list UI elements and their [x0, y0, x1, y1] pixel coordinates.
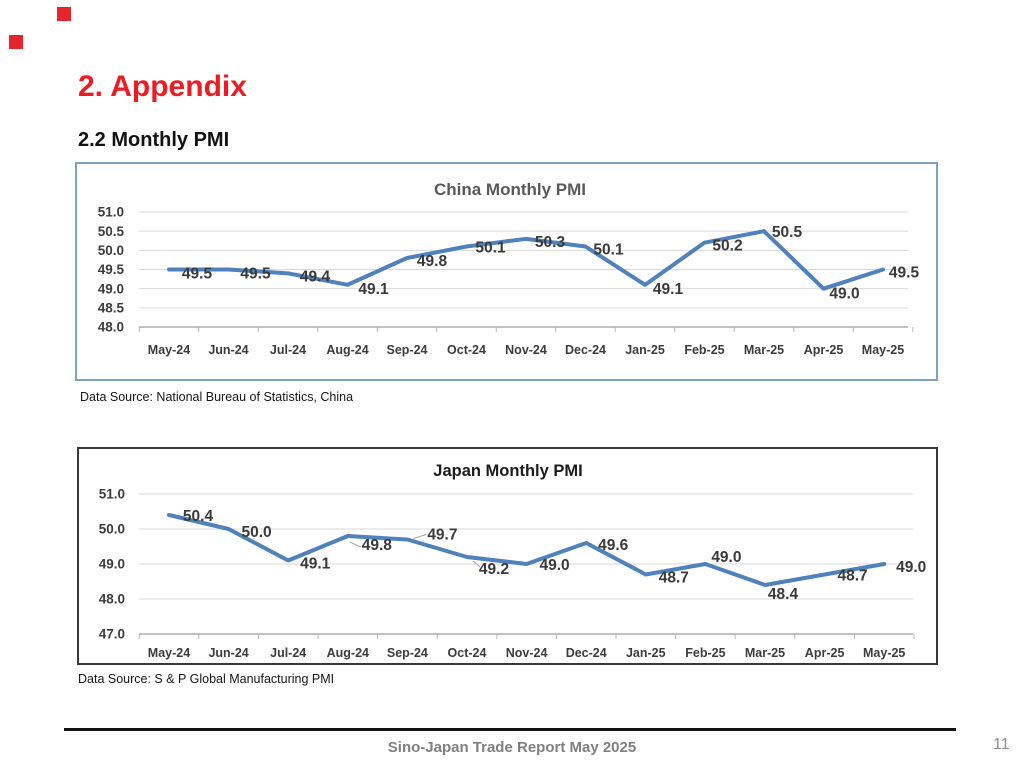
x-axis-month-label: Feb-25: [684, 343, 724, 357]
china-pmi-series-line: [167, 229, 885, 291]
japan-pmi-series-line: [167, 513, 887, 587]
y-axis-tick-label: 48.5: [98, 300, 125, 315]
y-axis-tick-label: 50.5: [98, 224, 125, 239]
chart-title: China Monthly PMI: [434, 180, 586, 199]
subsection-heading: 2.2 Monthly PMI: [78, 129, 230, 151]
data-point-label: 50.4: [183, 508, 214, 525]
y-axis-tick-label: 51.0: [98, 205, 124, 220]
data-point-label: 49.0: [896, 559, 926, 576]
x-axis-month-label: Sep-24: [387, 646, 428, 660]
x-axis-month-label: Mar-25: [745, 646, 785, 660]
data-point-label: 48.7: [659, 570, 689, 587]
x-axis-month-label: Jan-25: [625, 343, 665, 357]
x-axis-month-label: Nov-24: [505, 343, 547, 357]
x-axis-month-label: Apr-25: [805, 646, 845, 660]
y-axis-tick-label: 48.0: [98, 320, 124, 335]
data-point-label: 50.1: [593, 241, 624, 258]
data-point-label: 49.1: [358, 281, 389, 298]
x-axis-month-label: Apr-25: [804, 343, 844, 357]
y-axis-tick-label: 49.0: [99, 557, 125, 572]
page-number: 11: [993, 736, 1010, 753]
y-axis-tick-label: 47.0: [99, 627, 125, 642]
japan-pmi-chart: 51.0 50.0 49.0 48.0 47.0 May-24 Jun-24 Jul-24 Au…: [77, 447, 938, 665]
china-pmi-chart: 51.0 50.5 50.0 49.5 49.0 48.5 48.0 May-24 Jun-24…: [75, 162, 938, 381]
x-axis-month-label: Nov-24: [506, 646, 548, 660]
data-point-label: 49.0: [540, 557, 570, 574]
x-axis-month-label: Dec-24: [566, 646, 607, 660]
data-point-label: 50.0: [242, 524, 272, 541]
section-heading: 2. Appendix: [78, 70, 247, 103]
y-axis-tick-label: 49.5: [98, 262, 125, 277]
data-label-leader-line: [349, 541, 362, 548]
data-point-label: 49.8: [417, 253, 448, 270]
x-axis-month-label: Jun-24: [208, 343, 248, 357]
y-axis-tick-label: 50.0: [98, 243, 124, 258]
y-axis-tick-label: 50.0: [99, 522, 125, 537]
data-point-label: 48.4: [768, 586, 799, 603]
data-point-label: 49.5: [240, 265, 271, 282]
x-axis-month-label: Dec-24: [565, 343, 606, 357]
data-point-label: 49.5: [889, 264, 920, 281]
china-pmi-chart-canvas: 51.0 50.5 50.0 49.5 49.0 48.5 48.0 May-24 Jun-24…: [98, 180, 920, 357]
data-point-label: 49.4: [300, 268, 331, 285]
x-axis-month-label: Aug-24: [327, 646, 369, 660]
data-point-label: 49.5: [182, 265, 213, 282]
x-axis-month-label: Oct-24: [448, 646, 487, 660]
japan-pmi-chart-canvas: 51.0 50.0 49.0 48.0 47.0 May-24 Jun-24 Jul-24 Au…: [99, 462, 927, 660]
x-axis-month-label: Jun-24: [208, 646, 248, 660]
chart-title: Japan Monthly PMI: [433, 462, 582, 480]
data-point-label: 50.3: [535, 234, 566, 251]
x-axis-month-label: Aug-24: [326, 343, 368, 357]
y-axis-tick-label: 48.0: [99, 592, 125, 607]
data-point-label: 50.5: [772, 224, 803, 241]
data-point-label: 50.2: [712, 238, 742, 255]
data-label-leader-line: [413, 534, 427, 539]
data-point-label: 49.1: [300, 556, 331, 573]
data-point-label: 50.1: [475, 239, 506, 256]
y-axis-tick-label: 49.0: [98, 281, 124, 296]
footer-divider-line: [64, 728, 956, 731]
japan-data-source-note: Data Source: S & P Global Manufacturing …: [78, 672, 335, 686]
data-point-label: 49.0: [711, 549, 741, 566]
x-axis-month-label: May-25: [863, 646, 905, 660]
data-point-label: 49.1: [653, 281, 684, 298]
data-point-label: 49.2: [479, 561, 509, 578]
data-point-label: 49.7: [427, 527, 457, 544]
x-axis-month-label: Jul-24: [270, 646, 306, 660]
x-axis-month-label: May-24: [148, 646, 190, 660]
china-data-source-note: Data Source: National Bureau of Statisti…: [80, 390, 354, 404]
data-point-label: 48.7: [838, 568, 868, 585]
data-point-label: 49.8: [362, 537, 393, 554]
x-axis-month-label: Mar-25: [744, 343, 784, 357]
x-axis-month-label: Oct-24: [447, 343, 486, 357]
x-axis-month-label: Jul-24: [270, 343, 306, 357]
y-axis-tick-label: 51.0: [99, 487, 125, 502]
footer-report-title: Sino-Japan Trade Report May 2025: [387, 739, 637, 756]
x-axis-month-label: Sep-24: [387, 343, 428, 357]
red-square-decor-left: [9, 35, 23, 49]
data-point-label: 49.6: [598, 537, 629, 554]
data-label-leader-line: [472, 560, 481, 568]
data-point-label: 49.0: [829, 286, 859, 303]
x-axis-month-label: May-24: [148, 343, 190, 357]
x-axis-month-label: May-25: [862, 343, 904, 357]
x-axis-month-label: Jan-25: [626, 646, 666, 660]
red-square-decor-top: [57, 7, 71, 21]
x-axis-month-label: Feb-25: [685, 646, 725, 660]
